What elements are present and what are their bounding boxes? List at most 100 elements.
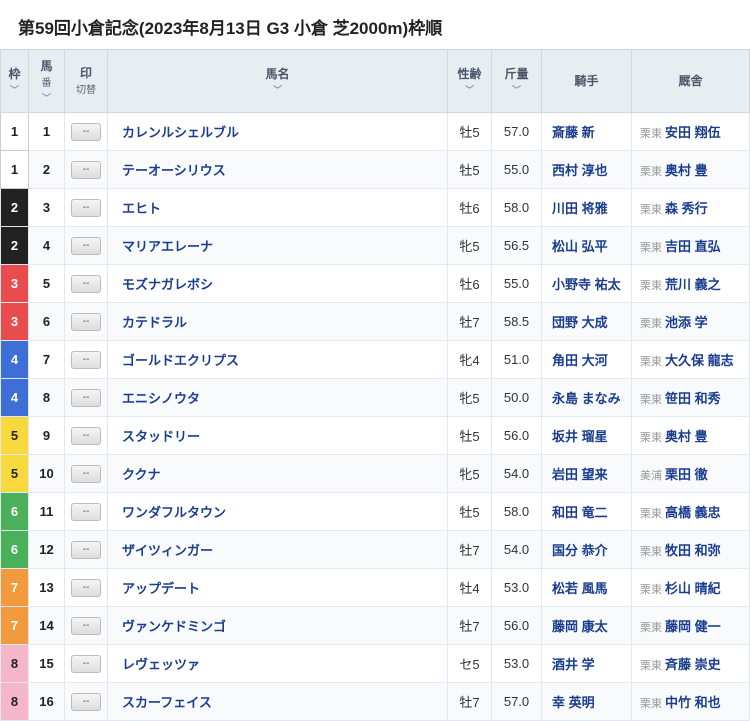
trainer-link[interactable]: 奥村 豊 [665, 429, 708, 444]
mark-button[interactable]: -- [71, 237, 101, 255]
trainer-link[interactable]: 高橋 義忠 [665, 505, 721, 520]
jockey-link[interactable]: 松山 弘平 [552, 239, 608, 254]
mark-button[interactable]: -- [71, 465, 101, 483]
trainer-link[interactable]: 笹田 和秀 [665, 391, 721, 406]
jockey-link[interactable]: 和田 竜二 [552, 505, 608, 520]
jockey-link[interactable]: 斎藤 新 [552, 125, 595, 140]
jockey-link[interactable]: 団野 大成 [552, 315, 608, 330]
col-sexage[interactable]: 性齢﹀ [448, 50, 492, 113]
jockey-link[interactable]: 角田 大河 [552, 353, 608, 368]
jockey-cell: 角田 大河 [542, 341, 632, 379]
horse-name-cell: カレンルシェルブル [108, 113, 448, 151]
waku-cell: 2 [1, 189, 29, 227]
trainer-loc: 栗東 [640, 166, 662, 178]
trainer-link[interactable]: 安田 翔伍 [665, 125, 721, 140]
jockey-link[interactable]: 藤岡 康太 [552, 619, 608, 634]
jockey-link[interactable]: 坂井 瑠星 [552, 429, 608, 444]
col-mark[interactable]: 印切替 [65, 50, 108, 113]
jockey-link[interactable]: 川田 将雅 [552, 201, 608, 216]
mark-cell: -- [65, 455, 108, 493]
mark-button[interactable]: -- [71, 655, 101, 673]
trainer-link[interactable]: 斉藤 崇史 [665, 657, 721, 672]
mark-button[interactable]: -- [71, 579, 101, 597]
waku-cell: 6 [1, 531, 29, 569]
trainer-link[interactable]: 牧田 和弥 [665, 543, 721, 558]
mark-button[interactable]: -- [71, 389, 101, 407]
mark-button[interactable]: -- [71, 275, 101, 293]
mark-button[interactable]: -- [71, 427, 101, 445]
mark-button[interactable]: -- [71, 503, 101, 521]
jockey-link[interactable]: 岩田 望来 [552, 467, 608, 482]
horse-link[interactable]: ヴァンケドミンゴ [122, 619, 226, 634]
trainer-loc: 栗東 [640, 356, 662, 368]
trainer-link[interactable]: 栗田 徹 [665, 467, 708, 482]
horse-link[interactable]: エニシノウタ [122, 391, 200, 406]
col-weight[interactable]: 斤量﹀ [492, 50, 542, 113]
horse-link[interactable]: ザイツィンガー [122, 543, 213, 558]
trainer-loc: 美浦 [640, 470, 662, 482]
jockey-link[interactable]: 国分 恭介 [552, 543, 608, 558]
mark-button[interactable]: -- [71, 199, 101, 217]
weight-cell: 55.0 [492, 151, 542, 189]
weight-cell: 55.0 [492, 265, 542, 303]
jockey-link[interactable]: 酒井 学 [552, 657, 595, 672]
jockey-link[interactable]: 西村 淳也 [552, 163, 608, 178]
jockey-cell: 酒井 学 [542, 645, 632, 683]
table-row: 35--モズナガレボシ牡655.0小野寺 祐太栗東荒川 義之 [1, 265, 750, 303]
jockey-cell: 川田 将雅 [542, 189, 632, 227]
jockey-link[interactable]: 小野寺 祐太 [552, 277, 621, 292]
col-uma[interactable]: 馬番﹀ [29, 50, 65, 113]
table-row: 612--ザイツィンガー牡754.0国分 恭介栗東牧田 和弥 [1, 531, 750, 569]
jockey-cell: 松山 弘平 [542, 227, 632, 265]
trainer-cell: 栗東高橋 義忠 [632, 493, 750, 531]
trainer-link[interactable]: 杉山 晴紀 [665, 581, 721, 596]
mark-button[interactable]: -- [71, 123, 101, 141]
horse-link[interactable]: ゴールドエクリプス [122, 353, 239, 368]
trainer-link[interactable]: 大久保 龍志 [665, 353, 734, 368]
sexage-cell: 牡7 [448, 303, 492, 341]
horse-link[interactable]: ククナ [122, 467, 160, 482]
horse-link[interactable]: アップデート [122, 581, 200, 596]
trainer-link[interactable]: 中竹 和也 [665, 695, 721, 710]
jockey-link[interactable]: 松若 風馬 [552, 581, 608, 596]
mark-button[interactable]: -- [71, 617, 101, 635]
trainer-cell: 栗東大久保 龍志 [632, 341, 750, 379]
sort-arrow-icon: ﹀ [5, 84, 24, 97]
jockey-link[interactable]: 永島 まなみ [552, 391, 621, 406]
trainer-loc: 栗東 [640, 242, 662, 254]
trainer-loc: 栗東 [640, 584, 662, 596]
mark-button[interactable]: -- [71, 161, 101, 179]
mark-button[interactable]: -- [71, 313, 101, 331]
trainer-loc: 栗東 [640, 204, 662, 216]
mark-button[interactable]: -- [71, 351, 101, 369]
trainer-link[interactable]: 荒川 義之 [665, 277, 721, 292]
mark-button[interactable]: -- [71, 541, 101, 559]
horse-link[interactable]: モズナガレボシ [122, 277, 213, 292]
horse-link[interactable]: マリアエレーナ [122, 239, 213, 254]
trainer-link[interactable]: 森 秀行 [665, 201, 708, 216]
jockey-cell: 国分 恭介 [542, 531, 632, 569]
jockey-link[interactable]: 幸 英明 [552, 695, 595, 710]
trainer-link[interactable]: 池添 学 [665, 315, 708, 330]
trainer-link[interactable]: 藤岡 健一 [665, 619, 721, 634]
mark-cell: -- [65, 303, 108, 341]
horse-name-cell: レヴェッツァ [108, 645, 448, 683]
uma-cell: 16 [29, 683, 65, 721]
trainer-link[interactable]: 奥村 豊 [665, 163, 708, 178]
col-waku[interactable]: 枠﹀ [1, 50, 29, 113]
horse-link[interactable]: スカーフェイス [122, 695, 212, 710]
horse-link[interactable]: カテドラル [122, 315, 187, 330]
mark-cell: -- [65, 113, 108, 151]
horse-link[interactable]: カレンルシェルブル [122, 125, 239, 140]
horse-link[interactable]: テーオーシリウス [122, 163, 226, 178]
horse-link[interactable]: レヴェッツァ [122, 657, 200, 672]
horse-link[interactable]: ワンダフルタウン [122, 505, 226, 520]
trainer-link[interactable]: 吉田 直弘 [665, 239, 721, 254]
horse-name-cell: ザイツィンガー [108, 531, 448, 569]
horse-link[interactable]: エヒト [122, 201, 161, 216]
horse-name-cell: エヒト [108, 189, 448, 227]
col-horse[interactable]: 馬名﹀ [108, 50, 448, 113]
mark-button[interactable]: -- [71, 693, 101, 711]
horse-link[interactable]: スタッドリー [122, 429, 200, 444]
trainer-cell: 栗東杉山 晴紀 [632, 569, 750, 607]
